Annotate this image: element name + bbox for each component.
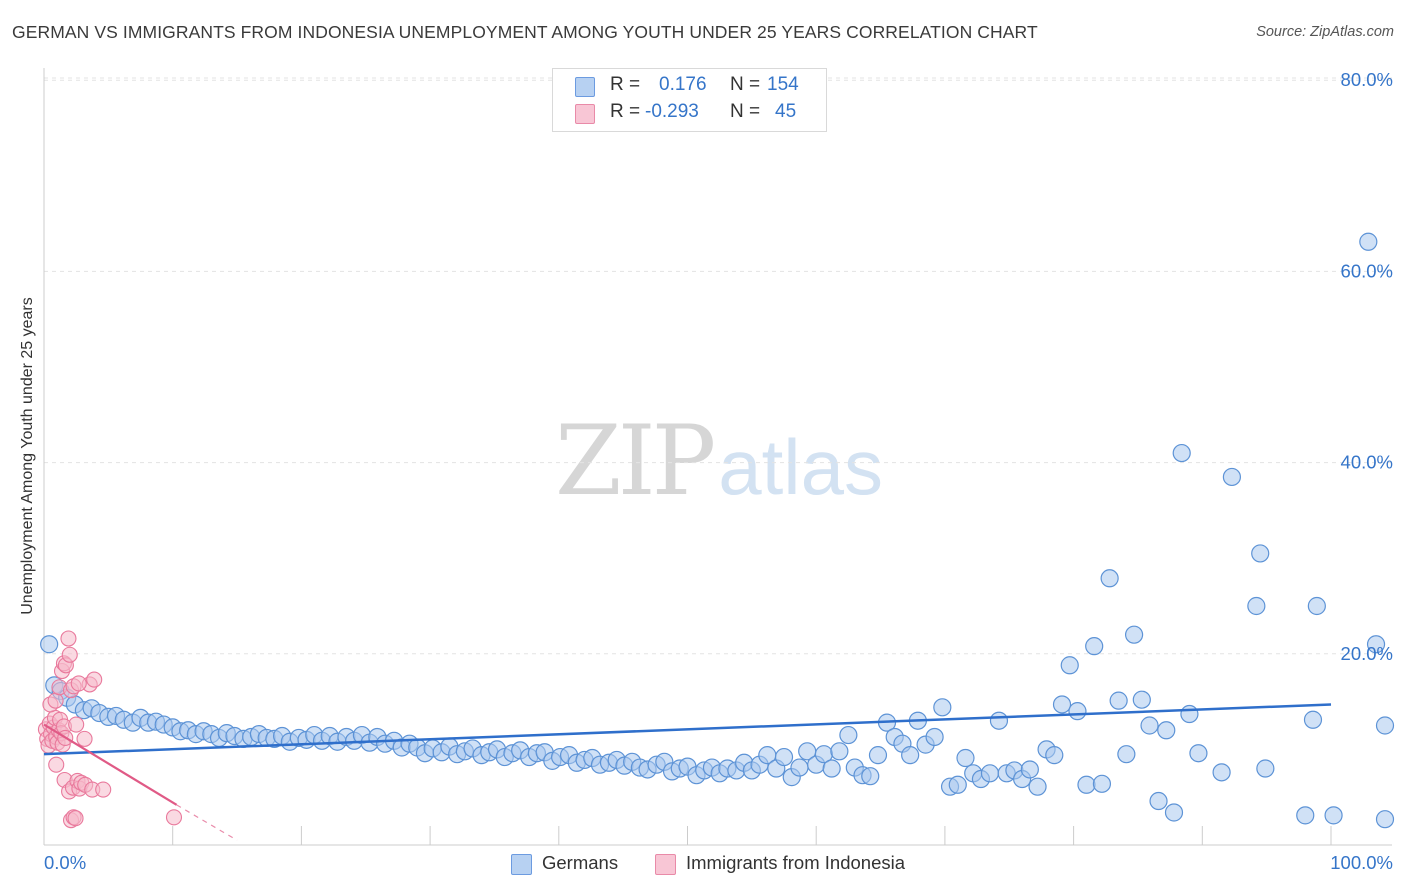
data-point-germans xyxy=(1100,569,1119,588)
legend-label-germans: Germans xyxy=(542,852,619,873)
data-point-indonesia xyxy=(70,675,87,692)
x-tick-label-max: 100.0% xyxy=(1330,852,1393,873)
legend-swatch-germans xyxy=(575,77,595,97)
y-tick-label: 60.0% xyxy=(1341,260,1393,281)
data-point-germans xyxy=(868,746,888,765)
data-point-germans xyxy=(1060,656,1079,675)
y-tick-label: 80.0% xyxy=(1341,69,1393,90)
data-point-indonesia xyxy=(165,809,183,826)
bottom-swatch-indonesia xyxy=(655,854,676,875)
data-point-germans xyxy=(1085,637,1104,656)
data-point-germans xyxy=(1307,596,1326,616)
indonesia-points xyxy=(37,630,183,829)
chart-title: GERMAN VS IMMIGRANTS FROM INDONESIA UNEM… xyxy=(12,22,1038,42)
legend-n-label: N = xyxy=(730,74,761,95)
data-point-germans xyxy=(1180,704,1199,724)
data-point-indonesia xyxy=(76,730,93,747)
data-point-germans xyxy=(1124,625,1144,644)
data-point-germans xyxy=(1222,467,1242,487)
data-point-indonesia xyxy=(86,671,103,688)
data-point-germans xyxy=(1132,690,1151,709)
data-point-germans xyxy=(1020,760,1039,779)
data-point-germans xyxy=(1028,777,1047,796)
y-tick-label: 20.0% xyxy=(1341,643,1393,664)
data-point-germans xyxy=(1068,702,1087,721)
legend-n-value: 154 xyxy=(767,74,799,95)
data-point-indonesia xyxy=(48,756,65,773)
data-point-germans xyxy=(1375,810,1395,829)
bottom-swatch-germans xyxy=(511,854,532,875)
data-point-indonesia xyxy=(60,630,77,647)
data-point-germans xyxy=(1117,745,1136,764)
correlation-legend: R = 0.176 N = 154 R = -0.293 N = 45 xyxy=(552,68,827,132)
legend-label-indonesia: Immigrants from Indonesia xyxy=(686,852,906,873)
axes xyxy=(43,68,1392,846)
data-point-germans xyxy=(861,767,880,786)
data-point-indonesia xyxy=(95,781,112,798)
y-tick-label: 40.0% xyxy=(1341,452,1393,473)
data-point-germans xyxy=(1140,716,1159,735)
legend-n-value: 45 xyxy=(775,101,797,122)
data-point-germans xyxy=(839,725,858,745)
data-point-germans xyxy=(1366,635,1386,654)
data-point-germans xyxy=(980,764,1000,783)
data-point-germans xyxy=(822,759,841,778)
data-point-germans xyxy=(1296,806,1315,825)
data-point-germans xyxy=(830,742,849,761)
data-point-germans xyxy=(1251,544,1270,563)
data-point-germans xyxy=(1256,759,1275,778)
data-point-indonesia xyxy=(61,646,78,663)
legend-r-value: 0.176 xyxy=(659,74,707,95)
data-point-germans xyxy=(774,747,794,767)
data-point-germans xyxy=(1164,803,1184,822)
data-point-germans xyxy=(1109,691,1128,710)
data-point-germans xyxy=(1324,806,1343,825)
data-point-germans xyxy=(1077,775,1096,794)
legend-r-label: R = xyxy=(610,101,641,122)
data-point-germans xyxy=(948,775,967,794)
x-tick-label-min: 0.0% xyxy=(44,852,86,873)
data-point-indonesia xyxy=(67,810,84,827)
data-point-germans xyxy=(1149,791,1168,811)
trend-line-indonesia xyxy=(43,723,178,806)
data-point-germans xyxy=(989,711,1009,730)
data-point-germans xyxy=(1045,746,1064,765)
data-point-germans xyxy=(901,746,920,765)
data-point-germans xyxy=(1052,695,1072,714)
legend-n-label: N = xyxy=(730,101,761,122)
data-point-germans xyxy=(1303,710,1323,729)
data-point-germans xyxy=(1172,443,1191,463)
data-point-germans xyxy=(1247,596,1266,616)
data-point-germans xyxy=(790,758,809,777)
germans-points xyxy=(40,232,1395,829)
trend-lines xyxy=(43,703,1332,841)
data-point-germans xyxy=(1375,716,1395,735)
tick-labels: 20.0% 40.0% 60.0% 80.0% 0.0% 100.0% xyxy=(44,69,1393,873)
data-point-germans xyxy=(1212,763,1231,782)
data-point-germans xyxy=(925,727,944,747)
legend-swatch-indonesia xyxy=(575,104,595,124)
data-point-indonesia xyxy=(47,692,64,709)
data-point-germans xyxy=(1092,774,1112,793)
source-label: Source: ZipAtlas.com xyxy=(1256,24,1394,40)
data-point-germans xyxy=(1157,721,1176,740)
data-point-germans xyxy=(1189,744,1208,763)
data-point-indonesia xyxy=(68,716,85,733)
data-point-germans xyxy=(1359,232,1378,251)
data-point-germans xyxy=(40,635,59,654)
y-axis-label: Unemployment Among Youth under 25 years xyxy=(19,297,36,615)
gridlines xyxy=(44,77,1392,655)
trend-line-indonesia-extension xyxy=(176,804,238,841)
legend-r-value: -0.293 xyxy=(645,101,699,122)
trend-line-germans xyxy=(43,703,1332,756)
data-point-germans xyxy=(933,698,952,717)
legend-r-label: R = xyxy=(610,74,641,95)
data-point-germans xyxy=(956,748,975,768)
